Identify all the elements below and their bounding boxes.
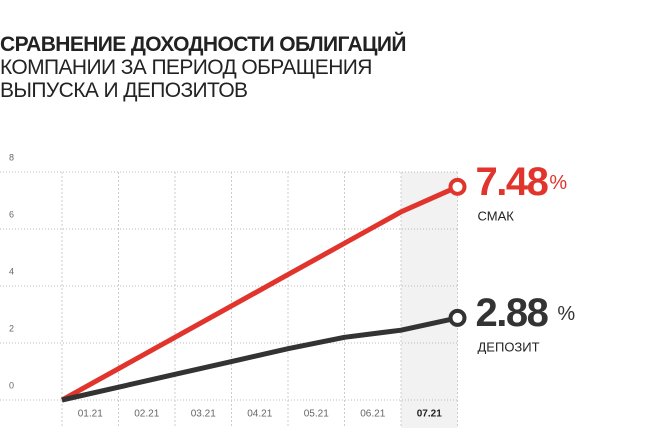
series-line <box>61 315 459 403</box>
value-label: 2.88 <box>476 290 549 334</box>
header: СРАВНЕНИЕ ДОХОДНОСТИ ОБЛИГАЦИЙ КОМПАНИИ … <box>0 33 470 102</box>
x-tick-label: 07.21 <box>417 409 442 420</box>
x-tick-label: 06.21 <box>360 409 385 420</box>
x-tick-label: 05.21 <box>304 409 329 420</box>
legend-label: СМАК <box>478 208 515 223</box>
chart-title: СРАВНЕНИЕ ДОХОДНОСТИ ОБЛИГАЦИЙ <box>0 33 406 56</box>
x-tick-label: 01.21 <box>78 409 103 420</box>
value-label: 7.48 <box>476 159 549 203</box>
value-label-group: 7.48% <box>476 159 568 203</box>
value-label-group: 2.88% <box>476 290 576 334</box>
y-tick-label: 6 <box>9 209 14 219</box>
end-marker <box>448 177 467 196</box>
value-unit: % <box>557 303 575 325</box>
x-tick-label: 02.21 <box>134 409 159 420</box>
series-line <box>60 184 459 403</box>
x-tick-label: 03.21 <box>191 409 216 420</box>
chart-subtitle: КОМПАНИИ ЗА ПЕРИОД ОБРАЩЕНИЯ ВЫПУСКА И Д… <box>0 56 372 102</box>
y-tick-label: 2 <box>9 323 14 333</box>
end-marker <box>448 308 467 327</box>
value-unit: % <box>549 172 567 194</box>
x-tick-label: 04.21 <box>247 409 272 420</box>
legend-label: ДЕПОЗИТ <box>478 339 540 354</box>
y-tick-label: 8 <box>9 152 14 162</box>
y-tick-label: 0 <box>9 380 14 390</box>
y-tick-label: 4 <box>9 266 14 276</box>
highlight-band <box>401 172 458 428</box>
